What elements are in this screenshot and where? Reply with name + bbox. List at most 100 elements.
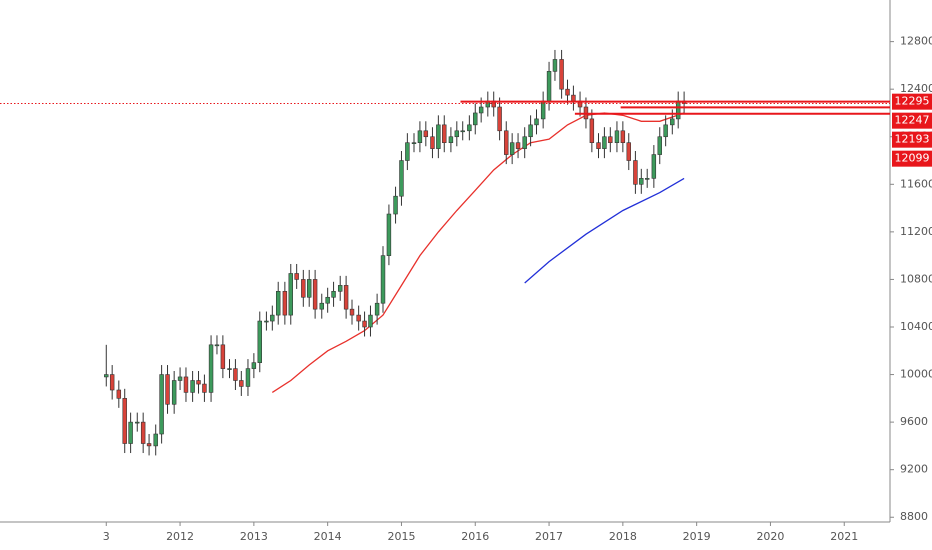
candle-body [239,380,244,387]
y-tick-label: 11200 [900,225,932,238]
candle-body [386,213,392,256]
candle-body [552,59,558,72]
candle-body [448,136,454,143]
candle-body [596,142,601,149]
candle-body [288,273,293,316]
y-tick-label: 10800 [900,272,932,285]
candle-body [233,368,238,381]
candle-body [227,368,232,370]
price-badge [892,131,932,148]
candle-body [282,291,288,316]
y-tick-label: 9200 [900,463,928,476]
candle-body [522,136,527,149]
candle-body [146,443,152,447]
candle-body [165,374,170,405]
price-badge-label: 12099 [895,152,930,165]
candle-body [571,94,576,102]
candle-body [626,142,631,161]
candle-body [528,124,533,138]
candle-body [220,344,226,369]
candle-body [663,124,668,138]
candle-body [417,130,423,143]
candle-body [614,130,620,143]
candle-body [473,112,478,126]
candle-body [331,291,336,298]
candle-body [214,344,220,347]
candle-body [460,130,465,133]
candle-body [325,296,330,304]
candle-body [312,279,318,310]
candle-body [159,374,164,435]
price-badge-label: 12193 [895,133,930,146]
y-tick-label: 12800 [900,35,932,48]
candle-body [245,368,251,387]
x-tick-label: 2014 [314,530,342,543]
candle-body [208,344,214,393]
candle-body [264,320,269,323]
price-badge-label: 12247 [895,114,930,127]
candle-body [275,291,281,316]
candle-body [196,380,201,385]
y-tick-label: 11600 [900,177,932,190]
candle-body [362,320,367,328]
candle-body [589,118,595,143]
candle-body [620,130,626,143]
candle-body [393,195,398,215]
candle-body [644,178,650,180]
x-tick-label: 2013 [240,530,268,543]
x-tick-label: 2016 [461,530,489,543]
candle-body [436,124,441,149]
candle-body [608,136,613,143]
candle-body [430,136,435,149]
moving-average [271,112,685,393]
candle-body [546,71,552,102]
candle-body [515,142,521,149]
candle-body [177,376,183,381]
x-tick-label: 2021 [830,530,858,543]
candle-body [343,285,349,310]
candle-body [257,320,262,363]
candle-body [559,59,564,90]
x-tick-label: 2015 [387,530,415,543]
candle-body [306,279,312,298]
candle-body [467,124,472,132]
candle-body [319,302,324,310]
candle-body [356,314,361,322]
candle-body [171,380,177,405]
y-tick-label: 8800 [900,510,928,523]
candle-body [399,160,404,197]
candle-body [534,118,539,126]
candle-body [411,142,417,144]
candle-body [405,142,410,161]
candle-body [651,154,657,179]
candle-body [104,374,109,378]
x-tick-label: 3 [103,530,110,543]
candle-body [454,130,460,138]
y-tick-label: 10000 [900,368,932,381]
candle-body [294,273,299,280]
candle-body [504,130,509,155]
candle-body [380,255,386,304]
candle-body [116,389,122,399]
candle-body [251,362,257,369]
x-tick-label: 2020 [756,530,784,543]
candle-body [183,376,189,393]
candle-body [442,124,447,143]
candle-body [349,308,355,316]
x-tick-label: 2012 [166,530,194,543]
candle-body [301,279,306,298]
candle-body [509,142,515,155]
candle-body [633,160,638,185]
y-tick-label: 9600 [900,415,928,428]
candle-body [122,398,127,444]
y-tick-label: 12400 [900,82,932,95]
price-badge [892,150,932,167]
y-tick-label: 10400 [900,320,932,333]
x-tick-label: 2019 [683,530,711,543]
price-badge [892,112,932,129]
candle-body [128,421,133,444]
candle-body [153,433,158,447]
candle-body [135,421,140,424]
candle-body [423,130,429,138]
